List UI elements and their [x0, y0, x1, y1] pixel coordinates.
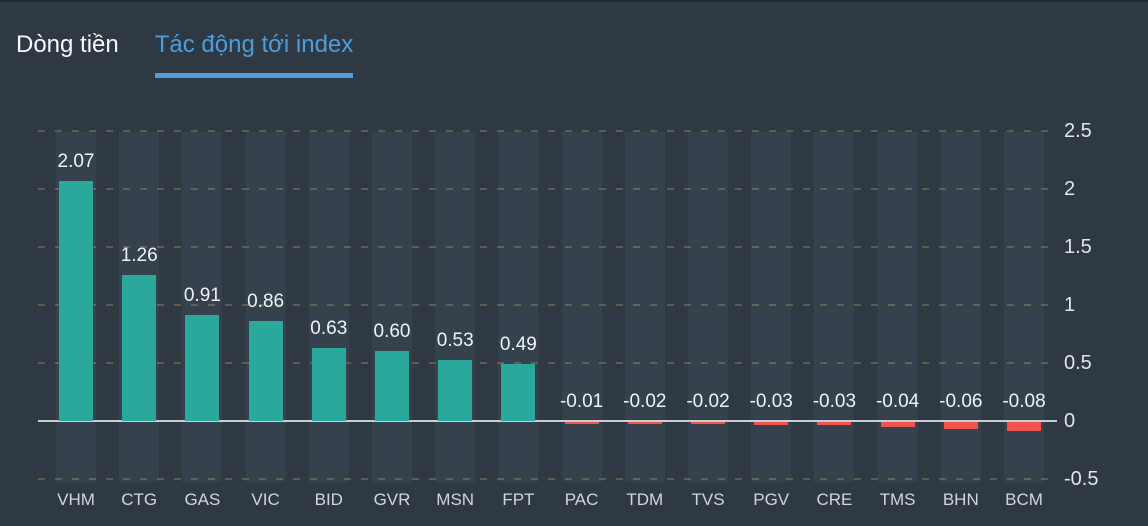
- x-axis-label-VIC: VIC: [251, 490, 280, 509]
- tab-tac-dong-toi-index[interactable]: Tác động tới index: [154, 30, 354, 78]
- bar-value-label-CRE: -0.03: [812, 391, 857, 412]
- bar-VIC[interactable]: [248, 321, 283, 421]
- bar-BHN[interactable]: [943, 422, 978, 429]
- bar-value-label-VIC: 0.86: [247, 291, 285, 313]
- bar-GAS[interactable]: [185, 315, 220, 421]
- y-axis-tick-label-2: 2: [1064, 178, 1076, 200]
- category-band-VIC: [245, 132, 286, 482]
- category-band-TMS: [877, 132, 918, 482]
- y-axis-tick-label-0.5: 0.5: [1064, 352, 1092, 374]
- tab-dong-tien[interactable]: Dòng tiền: [16, 30, 119, 78]
- category-band-TVS: [688, 132, 728, 482]
- gridline-2.5: [38, 130, 1057, 132]
- x-axis-label-BID: BID: [314, 490, 343, 509]
- gridline-1: [38, 304, 1057, 306]
- bar-value-label-TVS: -0.02: [686, 391, 730, 412]
- x-axis-label-PAC: PAC: [564, 490, 599, 509]
- x-axis-label-PGV: PGV: [753, 490, 790, 509]
- bar-MSN[interactable]: [438, 359, 473, 421]
- bar-value-label-MSN: 0.53: [436, 329, 474, 351]
- x-axis-label-TMS: TMS: [879, 490, 916, 509]
- bar-VHM[interactable]: [59, 180, 93, 421]
- y-axis-tick-label-1.5: 1.5: [1064, 236, 1092, 258]
- category-band-FPT: [498, 132, 539, 482]
- bar-PGV[interactable]: [754, 422, 789, 426]
- category-band-GAS: [182, 132, 223, 482]
- x-axis-label-MSN: MSN: [436, 490, 475, 509]
- bar-value-label-FPT: 0.49: [499, 334, 537, 356]
- x-axis-label-GAS: GAS: [184, 490, 221, 509]
- gridline-0.5: [38, 362, 1057, 364]
- category-band-BID: [308, 132, 349, 482]
- bar-value-label-TDM: -0.02: [623, 391, 667, 412]
- y-axis-tick-label-0: 0: [1064, 410, 1076, 432]
- bar-value-label-TMS: -0.04: [875, 391, 920, 412]
- y-axis-tick-label--0.5: -0.5: [1064, 468, 1099, 490]
- x-axis-label-GVR: GVR: [373, 490, 411, 509]
- bar-value-label-PAC: -0.01: [559, 391, 604, 412]
- bar-TMS[interactable]: [880, 422, 915, 427]
- x-axis-label-TDM: TDM: [626, 490, 664, 509]
- tab-tac-dong-toi-index-label: Tác động tới index: [154, 31, 354, 58]
- bar-GVR[interactable]: [375, 351, 409, 421]
- x-axis-label-CRE: CRE: [816, 490, 853, 509]
- bar-value-label-GVR: 0.60: [373, 321, 411, 343]
- x-axis-label-CTG: CTG: [121, 490, 158, 509]
- bar-value-label-CTG: 1.26: [120, 244, 158, 266]
- bar-value-label-PGV: -0.03: [749, 391, 793, 412]
- bar-value-label-VHM: 2.07: [57, 150, 95, 172]
- gridline-2: [38, 188, 1057, 190]
- bar-TDM[interactable]: [627, 422, 662, 425]
- x-axis-label-TVS: TVS: [691, 490, 725, 509]
- bar-CRE[interactable]: [817, 422, 852, 426]
- category-band-TDM: [624, 132, 665, 482]
- bar-BID[interactable]: [311, 347, 346, 421]
- category-band-GVR: [372, 132, 412, 482]
- bar-value-label-BID: 0.63: [310, 317, 348, 339]
- x-axis-label-FPT: FPT: [502, 490, 535, 509]
- category-band-PGV: [751, 132, 792, 482]
- tab-dong-tien-label: Dòng tiền: [16, 31, 119, 58]
- gridline-1.5: [38, 246, 1057, 248]
- zero-axis-line: [38, 420, 1057, 422]
- bar-value-label-BCM: -0.08: [1002, 391, 1046, 412]
- bar-value-label-GAS: 0.91: [183, 285, 221, 307]
- y-axis-tick-label-2.5: 2.5: [1064, 120, 1092, 142]
- x-axis-label-VHM: VHM: [57, 490, 95, 509]
- y-axis-tick-label-1: 1: [1064, 294, 1076, 316]
- category-band-BHN: [940, 132, 981, 482]
- category-band-CRE: [814, 132, 855, 482]
- bar-CTG[interactable]: [122, 274, 157, 421]
- tab-bar: Dòng tiền Tác động tới index: [0, 2, 1148, 78]
- gridline--0.5: [38, 478, 1057, 480]
- x-axis-label-BHN: BHN: [942, 490, 979, 509]
- bar-PAC[interactable]: [564, 422, 599, 424]
- category-band-MSN: [435, 132, 476, 482]
- bar-BCM[interactable]: [1007, 422, 1041, 432]
- bar-TVS[interactable]: [691, 422, 725, 425]
- bar-FPT[interactable]: [501, 364, 536, 421]
- bar-value-label-BHN: -0.06: [939, 391, 983, 412]
- category-band-PAC: [561, 132, 602, 482]
- x-axis-label-BCM: BCM: [1005, 490, 1043, 509]
